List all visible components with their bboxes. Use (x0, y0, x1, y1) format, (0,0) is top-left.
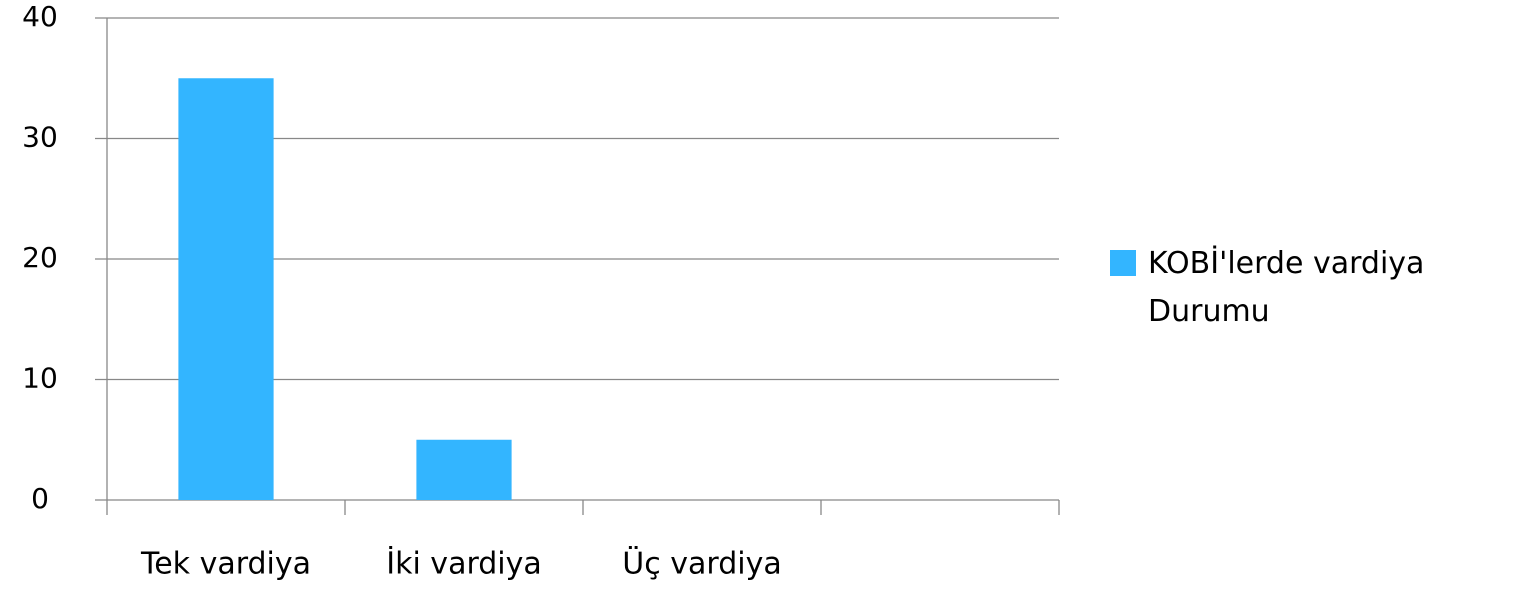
bar (178, 78, 274, 500)
legend: KOBİ'lerde vardiya Durumu (1110, 240, 1535, 336)
y-tick-label: 0 (31, 482, 49, 515)
y-tick-label: 40 (22, 0, 58, 33)
legend-label: KOBİ'lerde vardiya Durumu (1148, 246, 1425, 329)
x-tick-label: Üç vardiya (622, 546, 781, 582)
x-tick-label: İki vardiya (386, 546, 542, 582)
y-tick-label: 20 (22, 241, 58, 274)
y-tick-label: 30 (22, 121, 58, 154)
bar (416, 439, 512, 500)
legend-swatch (1110, 250, 1136, 276)
y-tick-label: 10 (22, 362, 58, 395)
x-tick-label: Tek vardiya (140, 547, 311, 582)
